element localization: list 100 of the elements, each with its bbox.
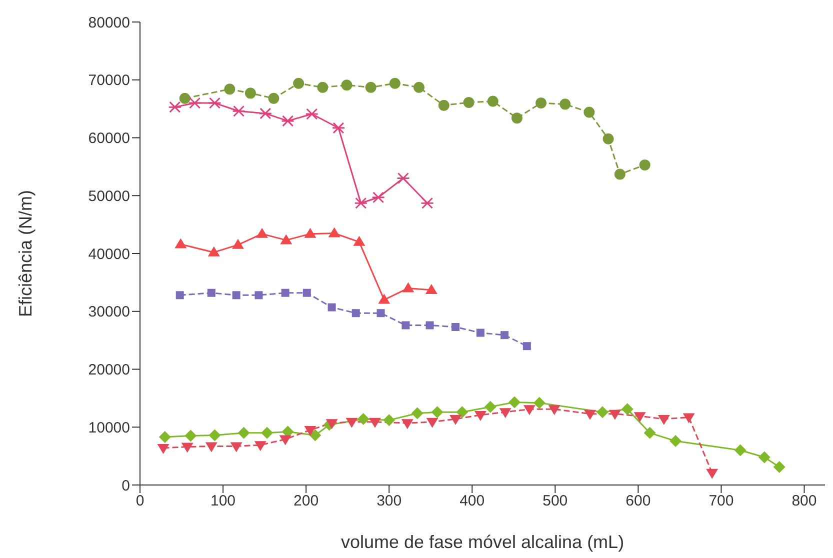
point [224,84,236,95]
point [476,328,484,337]
point [232,105,246,117]
point [511,112,522,124]
point [158,430,171,443]
point [500,331,509,340]
y-tick-label: 40000 [88,246,130,263]
point [413,82,424,93]
point [317,82,328,93]
point [261,426,274,439]
point [773,461,786,474]
point [658,415,670,426]
point [188,97,202,109]
point [238,426,250,439]
point [536,98,547,109]
point [157,444,170,454]
point [346,418,358,428]
point [328,227,340,238]
point [452,323,460,331]
point [205,442,218,452]
point [431,406,444,418]
point [499,408,512,418]
point [293,78,304,89]
point [254,441,266,452]
point [281,115,295,127]
point [184,430,197,442]
point [426,321,434,330]
point [402,321,410,330]
x-tick-label: 700 [708,492,734,510]
point [326,419,338,430]
x-tick-label: 600 [626,492,651,510]
point [181,442,194,453]
point [682,413,695,424]
x-tick-label: 400 [460,492,485,510]
point [602,133,614,144]
point [450,415,462,426]
point [268,92,280,104]
point [352,309,360,318]
y-tick-label: 60000 [88,130,130,148]
point [328,303,336,312]
point [634,412,646,422]
y-tick-label: 70000 [88,72,130,90]
x-tick-label: 0 [136,492,144,510]
point [208,97,222,109]
point [232,291,240,300]
point [368,418,381,428]
point [383,414,396,426]
x-tick-label: 100 [210,492,236,510]
x-tick-label: 800 [792,492,817,510]
point [357,413,370,426]
point [548,405,560,416]
point [230,442,242,452]
point [474,410,486,421]
point [389,78,400,89]
point [232,238,244,249]
point [614,168,626,180]
point [258,108,272,120]
point [508,396,520,408]
point [280,234,292,244]
point [281,288,290,297]
point [758,451,770,464]
point [302,288,311,297]
y-tick-label: 0 [122,477,130,494]
point [621,403,634,416]
point [176,291,184,300]
point [420,197,434,209]
point [402,282,414,292]
point [670,435,682,448]
point [523,405,536,416]
point [353,236,366,246]
point [365,82,376,93]
point [305,108,319,120]
point [256,228,268,238]
x-tick-label: 500 [542,492,568,510]
point [376,309,385,318]
point [522,342,531,350]
y-tick-label: 10000 [88,419,130,436]
point [484,400,496,413]
y-tick-label: 50000 [88,188,130,205]
x-axis-title: volume de fase móvel alcalina (mL) [340,532,624,552]
point [425,284,438,294]
y-axis-title: Eficiência (N/m) [15,190,36,318]
point [608,410,621,420]
point [341,80,352,91]
point [254,291,263,300]
point [584,410,596,420]
point [426,418,438,428]
point [168,101,182,113]
point [584,106,595,118]
point [560,98,571,110]
point [401,419,414,430]
x-tick-label: 300 [376,492,402,510]
point [174,238,187,248]
point [596,406,608,418]
point [438,100,450,111]
x-tick-label: 200 [294,492,319,510]
point [208,246,220,256]
point [706,468,718,479]
point [279,435,292,446]
point [463,96,474,108]
